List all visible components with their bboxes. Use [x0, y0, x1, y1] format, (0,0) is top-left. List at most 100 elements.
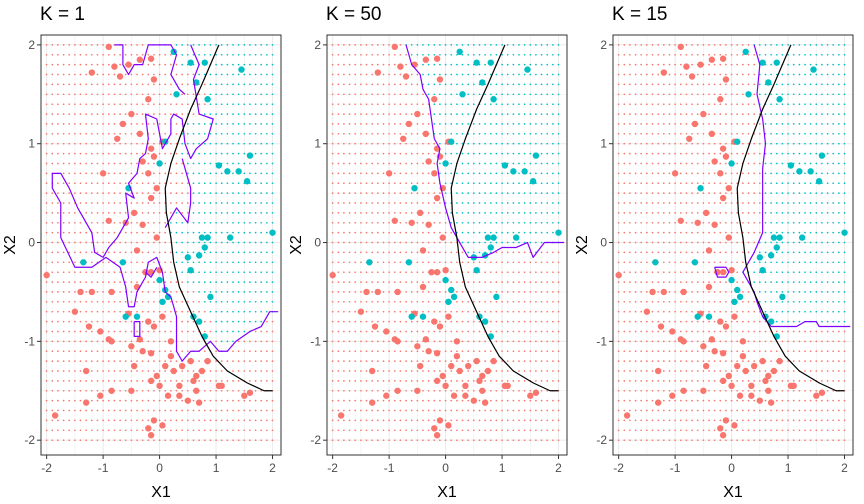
- grid-dot: [495, 221, 498, 224]
- point-class1: [198, 234, 206, 241]
- point-class1: [459, 91, 466, 98]
- grid-dot: [736, 360, 739, 362]
- grid-dot: [158, 251, 161, 254]
- grid-dot: [343, 93, 345, 96]
- grid-dot: [79, 63, 82, 66]
- point-class0: [385, 170, 393, 177]
- grid-dot: [209, 202, 212, 204]
- grid-dot: [809, 182, 812, 185]
- grid-dot: [484, 310, 486, 313]
- grid-dot: [713, 192, 716, 194]
- grid-dot: [136, 221, 138, 224]
- grid-dot: [758, 152, 761, 155]
- grid-dot: [450, 63, 453, 66]
- grid-dot: [45, 63, 48, 66]
- grid-dot: [433, 310, 436, 313]
- grid-dot: [651, 429, 654, 432]
- grid-dot: [85, 83, 88, 86]
- grid-dot: [141, 182, 144, 185]
- grid-dot: [512, 409, 515, 412]
- grid-dot: [249, 63, 251, 66]
- grid-dot: [74, 389, 76, 392]
- grid-dot: [439, 192, 441, 194]
- grid-dot: [153, 162, 155, 165]
- grid-dot: [753, 429, 756, 432]
- grid-dot: [501, 320, 503, 323]
- grid-dot: [107, 439, 110, 442]
- point-class1: [204, 96, 211, 103]
- grid-dot: [798, 291, 801, 293]
- grid-dot: [102, 142, 104, 145]
- grid-dot: [141, 231, 144, 234]
- grid-dot: [742, 172, 744, 175]
- grid-dot: [427, 73, 430, 76]
- grid-dot: [506, 192, 509, 194]
- grid-dot: [331, 93, 334, 96]
- grid-dot: [68, 271, 71, 274]
- grid-dot: [405, 439, 407, 442]
- grid-dot: [838, 291, 840, 293]
- grid-dot: [546, 350, 549, 353]
- grid-dot: [405, 83, 407, 86]
- grid-dot: [815, 281, 818, 283]
- grid-dot: [371, 419, 374, 422]
- grid-dot: [136, 241, 138, 244]
- grid-dot: [371, 202, 374, 204]
- grid-dot: [416, 202, 419, 204]
- grid-dot: [266, 350, 268, 353]
- grid-dot: [113, 83, 116, 86]
- grid-dot: [405, 192, 407, 194]
- grid-dot: [186, 340, 189, 343]
- grid-dot: [51, 132, 54, 135]
- grid-dot: [535, 409, 537, 412]
- grid-dot: [696, 202, 699, 204]
- grid-dot: [764, 172, 767, 175]
- point-class1: [524, 66, 531, 73]
- grid-dot: [484, 291, 486, 293]
- grid-dot: [512, 350, 515, 353]
- grid-dot: [164, 162, 167, 165]
- grid-dot: [456, 419, 458, 422]
- grid-dot: [775, 439, 778, 442]
- grid-dot: [629, 281, 631, 283]
- grid-dot: [51, 389, 54, 392]
- grid-dot: [674, 350, 676, 353]
- grid-dot: [365, 300, 368, 303]
- grid-dot: [226, 132, 229, 135]
- grid-dot: [501, 53, 503, 56]
- point-class0: [105, 43, 112, 51]
- grid-dot: [141, 113, 144, 115]
- grid-dot: [640, 340, 643, 343]
- grid-dot: [696, 320, 699, 323]
- grid-dot: [427, 202, 430, 204]
- grid-dot: [266, 83, 268, 86]
- grid-dot: [781, 370, 784, 372]
- grid-dot: [719, 439, 722, 442]
- grid-dot: [529, 202, 532, 204]
- grid-dot: [815, 409, 818, 412]
- grid-dot: [410, 429, 413, 432]
- grid-dot: [713, 281, 716, 283]
- grid-dot: [153, 389, 155, 392]
- grid-dot: [804, 212, 806, 214]
- grid-dot: [775, 152, 778, 155]
- grid-dot: [62, 350, 65, 353]
- point-class0: [108, 338, 115, 345]
- grid-dot: [668, 291, 671, 293]
- grid-dot: [685, 241, 688, 244]
- grid-dot: [427, 142, 430, 145]
- grid-dot: [405, 172, 407, 175]
- grid-dot: [450, 53, 453, 56]
- grid-dot: [354, 162, 357, 165]
- grid-dot: [237, 113, 240, 115]
- grid-dot: [456, 439, 458, 442]
- grid-dot: [646, 192, 648, 194]
- grid-dot: [557, 409, 560, 412]
- grid-dot: [164, 73, 167, 76]
- grid-dot: [343, 53, 345, 56]
- grid-dot: [439, 370, 441, 372]
- grid-dot: [365, 439, 368, 442]
- grid-dot: [243, 399, 246, 402]
- grid-dot: [51, 53, 54, 56]
- panel-border: [40, 34, 282, 456]
